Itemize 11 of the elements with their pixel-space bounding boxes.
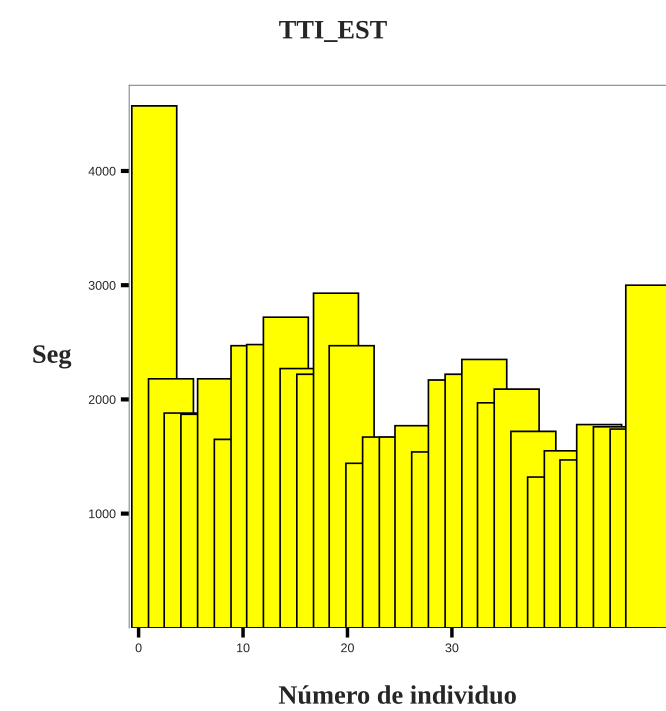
x-tick-label: 20 — [341, 643, 354, 652]
y-tick-label: 2000 — [88, 395, 116, 404]
y-tick-label: 1000 — [89, 509, 116, 518]
x-tick-label: 10 — [237, 643, 250, 652]
x-tick-label: 30 — [445, 643, 458, 652]
x-axis-title: Número de individuo — [278, 685, 516, 704]
y-axis-title: Seg — [33, 345, 72, 369]
x-tick-label: 0 — [136, 643, 142, 652]
y-tick-label: 4000 — [88, 166, 116, 176]
y-tick-label: 3000 — [88, 280, 116, 290]
chart-title: TTI_EST — [279, 20, 387, 42]
